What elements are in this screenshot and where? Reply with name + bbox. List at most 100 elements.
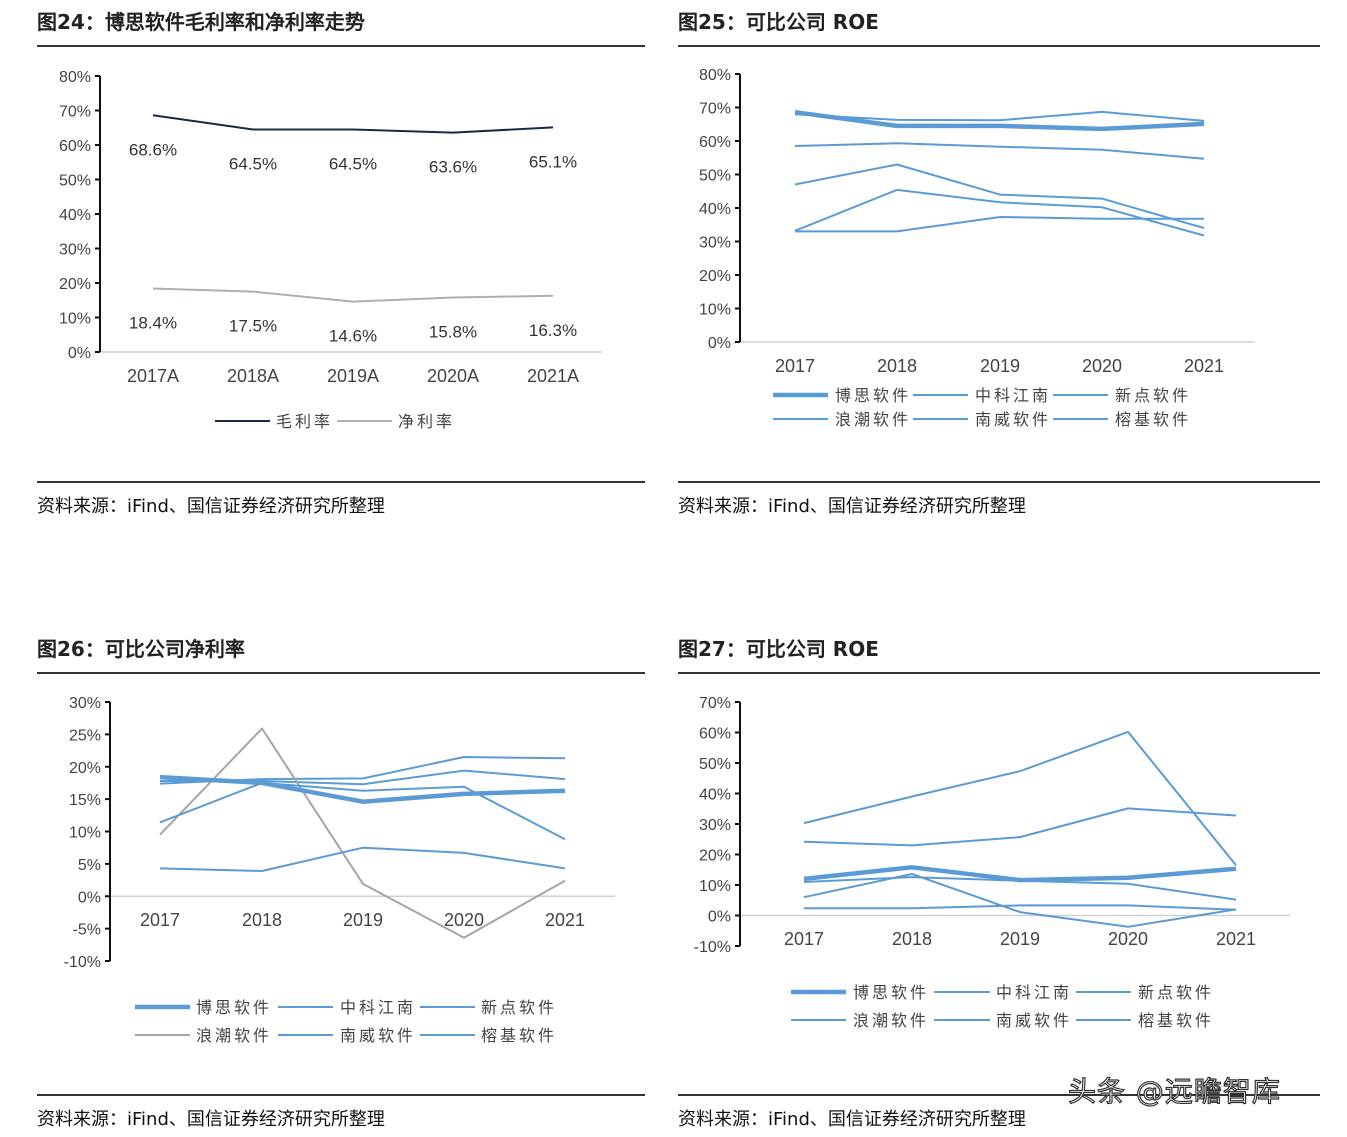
y-tick-label: 40% xyxy=(699,201,731,218)
x-tick-label: 2021 xyxy=(545,910,585,930)
legend-label: 榕基软件 xyxy=(481,1026,557,1045)
legend-item: 榕基软件 xyxy=(1076,1011,1211,1030)
legend-item: 净利率 xyxy=(337,412,452,431)
legend-label: 中科江南 xyxy=(340,998,416,1017)
y-tick-label: 80% xyxy=(59,69,91,86)
x-tick-label: 2017 xyxy=(784,929,824,949)
legend-item: 浪潮软件 xyxy=(773,410,911,429)
x-tick-label: 2021 xyxy=(1184,356,1224,376)
x-tick-label: 2019A xyxy=(327,366,379,386)
series-line-3 xyxy=(794,163,1205,230)
figure-25-title: 图25：可比公司 ROE xyxy=(678,10,879,34)
x-tick-label: 2018A xyxy=(227,366,279,386)
legend-label: 南威软件 xyxy=(340,1026,416,1045)
legend-item: 博思软件 xyxy=(135,998,269,1017)
series-line-4 xyxy=(794,188,1205,237)
y-tick-label: 20% xyxy=(69,760,101,777)
data-label: 68.6% xyxy=(129,140,177,159)
legend-item: 毛利率 xyxy=(215,412,330,431)
x-tick-label: 2019 xyxy=(343,910,383,930)
y-tick-label: 30% xyxy=(699,817,731,834)
data-label: 14.6% xyxy=(329,327,377,346)
series-line-5 xyxy=(804,904,1237,911)
legend-item: 中科江南 xyxy=(913,386,1048,405)
y-tick-label: 25% xyxy=(69,727,101,744)
y-tick-label: 30% xyxy=(59,242,91,259)
x-tick-label: 2019 xyxy=(980,356,1020,376)
y-tick-label: 70% xyxy=(59,104,91,121)
legend-label: 榕基软件 xyxy=(1115,410,1191,429)
legend-item: 榕基软件 xyxy=(1053,410,1191,429)
source-divider xyxy=(37,1094,645,1096)
y-tick-label: 20% xyxy=(59,276,91,293)
legend-item: 博思软件 xyxy=(773,386,911,405)
x-tick-label: 2021A xyxy=(527,366,579,386)
figure-26-source: 资料来源：iFind、国信证券经济研究所整理 xyxy=(37,1109,385,1130)
legend-item: 中科江南 xyxy=(934,983,1072,1002)
legend-item: 博思软件 xyxy=(791,983,929,1002)
legend-label: 博思软件 xyxy=(853,983,929,1002)
y-tick-label: 20% xyxy=(699,268,731,285)
x-tick-label: 2017 xyxy=(140,910,180,930)
figure-27-source: 资料来源：iFind、国信证券经济研究所整理 xyxy=(678,1109,1026,1130)
figure-24-source: 资料来源：iFind、国信证券经济研究所整理 xyxy=(37,496,385,517)
legend-label: 博思软件 xyxy=(835,386,911,405)
chart-24: 0% 10% 20% 30% 40% 50% 60% 70% 80% 2017A 2018A 2019… xyxy=(59,69,602,431)
figure-27-title: 图27：可比公司 ROE xyxy=(678,637,879,661)
data-label: 64.5% xyxy=(329,154,377,173)
y-tick-label: 50% xyxy=(699,168,731,185)
title-divider xyxy=(37,672,645,674)
y-tick-label: 0% xyxy=(708,335,731,352)
data-label: 65.1% xyxy=(529,152,577,171)
legend-item: 新点软件 xyxy=(1053,386,1191,405)
legend-item: 榕基软件 xyxy=(420,1026,557,1045)
figure-24-title: 图24：博思软件毛利率和净利率走势 xyxy=(37,10,365,34)
y-tick-label: 0% xyxy=(708,909,731,926)
legend-label: 中科江南 xyxy=(996,983,1072,1002)
y-tick-label: -10% xyxy=(64,954,101,971)
x-tick-label: 2018 xyxy=(877,356,917,376)
legend-item: 浪潮软件 xyxy=(135,1026,272,1045)
y-tick-label: 70% xyxy=(699,101,731,118)
y-tick-label: -5% xyxy=(73,922,101,939)
title-divider xyxy=(37,45,645,47)
y-tick-label: 60% xyxy=(699,726,731,743)
y-tick-label: 20% xyxy=(699,848,731,865)
legend-label: 浪潮软件 xyxy=(196,1026,272,1045)
y-tick-label: 50% xyxy=(59,173,91,190)
x-tick-label: 2020 xyxy=(444,910,484,930)
legend-label: 新点软件 xyxy=(481,998,557,1017)
y-tick-label: 40% xyxy=(59,207,91,224)
y-tick-label: 10% xyxy=(699,878,731,895)
series-line-5 xyxy=(795,216,1204,233)
series-line-2 xyxy=(803,807,1237,847)
data-label: 18.4% xyxy=(129,314,177,333)
legend-item: 浪潮软件 xyxy=(791,1011,926,1030)
y-tick-label: 10% xyxy=(699,302,731,319)
y-tick-label: 0% xyxy=(78,889,101,906)
watermark: 头条 @远瞻智库 xyxy=(1067,1074,1281,1108)
y-tick-label: 10% xyxy=(59,311,91,328)
legend-item: 南威软件 xyxy=(913,410,1051,429)
data-label: 16.3% xyxy=(529,321,577,340)
y-tick-label: 50% xyxy=(699,756,731,773)
legend-label: 南威软件 xyxy=(975,410,1051,429)
legend-item: 南威软件 xyxy=(278,1026,416,1045)
legend-label: 浪潮软件 xyxy=(835,410,911,429)
y-tick-label: 15% xyxy=(69,792,101,809)
legend-item: 中科江南 xyxy=(278,998,416,1017)
data-label: 17.5% xyxy=(229,317,277,336)
data-label: 63.6% xyxy=(429,158,477,177)
chart-27: -10% 0% 10% 20% 30% 40% 50% 60% 70% 2017 2018 2019 2… xyxy=(694,695,1290,1030)
y-tick-label: 10% xyxy=(69,825,101,842)
legend-label: 新点软件 xyxy=(1115,386,1191,405)
legend-label: 新点软件 xyxy=(1138,983,1214,1002)
data-label: 64.5% xyxy=(229,154,277,173)
y-tick-label: 30% xyxy=(69,695,101,712)
y-tick-label: 80% xyxy=(699,67,731,84)
source-divider xyxy=(678,481,1320,483)
x-tick-label: 2020 xyxy=(1082,356,1122,376)
series-line-2 xyxy=(794,142,1205,160)
data-label: 15.8% xyxy=(429,322,477,341)
